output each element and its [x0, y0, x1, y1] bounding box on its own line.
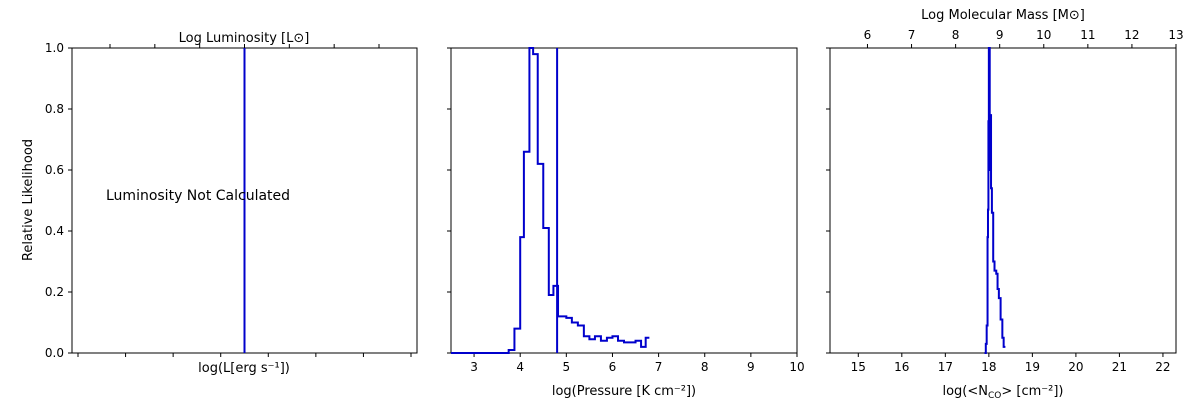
column-density-axes-frame: [829, 47, 1177, 354]
y-tick-label: 0.4: [45, 224, 64, 238]
x-tick-label: 7: [655, 360, 663, 374]
x-tick-label: 19: [1025, 360, 1040, 374]
x-tick-label: 8: [701, 360, 709, 374]
molecular-mass-top-axis-label: Log Molecular Mass [M⊙]: [921, 8, 1085, 23]
y-axis-label: Relative Likelihood: [21, 139, 36, 261]
y-tick-label: 0.6: [45, 163, 64, 177]
top-tick-label: 10: [1036, 28, 1051, 42]
x-tick-label: 9: [747, 360, 755, 374]
x-tick-label: 5: [563, 360, 571, 374]
pressure-axes-frame: [450, 47, 798, 354]
luminosity-x-axis-label: log(L[erg s⁻¹]): [198, 361, 290, 376]
x-tick-label: 16: [894, 360, 909, 374]
column-density-x-tick-labels: 15 16 17 18 19 20 21 22: [851, 360, 1171, 374]
column-density-xlabel-end: > [cm⁻²]): [1001, 384, 1063, 399]
luminosity-panel: 0.0 0.2 0.4 0.6 0.8 1.0 Luminosity Not Calcul…: [21, 31, 418, 376]
x-tick-label: 18: [981, 360, 996, 374]
pressure-x-axis-label: log(Pressure [K cm⁻²]): [552, 384, 696, 399]
column-density-x-axis-label: log(<NCO> [cm⁻²]): [942, 384, 1063, 400]
column-density-panel: 15 16 17 18 19 20 21 22 6 7 8 9 10 11 12 13 Log Molecu…: [826, 8, 1184, 400]
pressure-likelihood-line: [451, 47, 650, 354]
y-tick-labels: 0.0 0.2 0.4 0.6 0.8 1.0: [45, 41, 64, 360]
top-tick-label: 9: [996, 28, 1004, 42]
x-tick-label: 6: [609, 360, 617, 374]
pressure-ticks: [447, 47, 798, 357]
x-tick-label: 3: [470, 360, 478, 374]
column-density-likelihood-line: [984, 47, 1006, 354]
x-tick-label: 20: [1068, 360, 1083, 374]
column-density-xlabel-start: log(<N: [942, 384, 988, 399]
column-density-ticks: [826, 44, 1177, 357]
luminosity-top-axis-label: Log Luminosity [L⊙]: [179, 31, 310, 46]
x-tick-label: 22: [1155, 360, 1170, 374]
top-tick-label: 8: [952, 28, 960, 42]
pressure-panel: 3 4 5 6 7 8 9 10 log(Pressure [K cm⁻²]): [447, 47, 805, 399]
molecular-mass-top-tick-labels: 6 7 8 9 10 11 12 13: [864, 28, 1184, 42]
x-tick-label: 15: [851, 360, 866, 374]
y-tick-label: 0.0: [45, 346, 64, 360]
luminosity-ticks: [68, 44, 412, 357]
top-tick-label: 11: [1080, 28, 1095, 42]
top-tick-label: 13: [1168, 28, 1183, 42]
top-tick-label: 6: [864, 28, 872, 42]
y-tick-label: 0.2: [45, 285, 64, 299]
x-tick-label: 10: [789, 360, 804, 374]
pressure-x-tick-labels: 3 4 5 6 7 8 9 10: [470, 360, 804, 374]
x-tick-label: 17: [938, 360, 953, 374]
top-tick-label: 7: [908, 28, 916, 42]
top-tick-label: 12: [1124, 28, 1139, 42]
column-density-xlabel-subscript: CO: [988, 391, 1001, 400]
y-tick-label: 1.0: [45, 41, 64, 55]
x-tick-label: 4: [516, 360, 524, 374]
luminosity-not-calculated-annotation: Luminosity Not Calculated: [106, 188, 290, 204]
y-tick-label: 0.8: [45, 102, 64, 116]
x-tick-label: 21: [1112, 360, 1127, 374]
